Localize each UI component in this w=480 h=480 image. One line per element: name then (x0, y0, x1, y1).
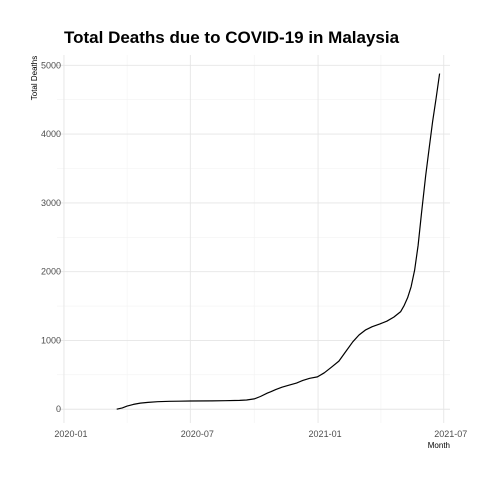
y-tick-label: 2000 (41, 267, 61, 277)
y-axis-label: Total Deaths (30, 56, 39, 100)
grid (57, 55, 450, 423)
x-tick-label: 2021-01 (309, 429, 342, 439)
y-tick-label: 3000 (41, 198, 61, 208)
y-axis-ticks: 0 1000 2000 3000 4000 5000 (41, 60, 61, 414)
chart-title: Total Deaths due to COVID-19 in Malaysia (64, 28, 400, 47)
total-deaths-series-line (116, 73, 441, 410)
x-tick-label: 2021-07 (434, 429, 467, 439)
y-tick-label: 1000 (41, 335, 61, 345)
x-axis-label: Month (428, 441, 450, 450)
y-tick-label: 5000 (41, 60, 61, 70)
x-tick-label: 2020-07 (181, 429, 214, 439)
x-tick-label: 2020-01 (54, 429, 87, 439)
y-tick-label: 0 (56, 404, 61, 414)
x-axis-ticks: 2020-01 2020-07 2021-01 2021-07 (54, 429, 467, 439)
y-tick-label: 4000 (41, 129, 61, 139)
